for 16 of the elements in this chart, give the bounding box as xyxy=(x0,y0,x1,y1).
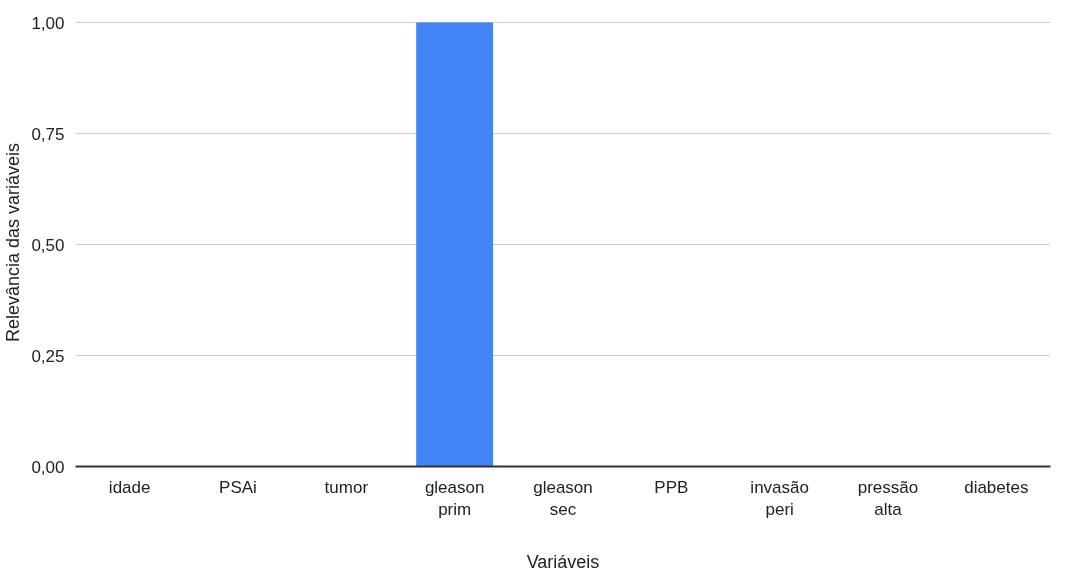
x-tick-label: PSAi xyxy=(219,477,257,497)
x-tick-label: PPB xyxy=(654,477,689,497)
x-tick-label: pressão alta xyxy=(857,477,919,520)
x-axis-title: Variáveis xyxy=(526,552,600,573)
y-tick-label: 0,00 xyxy=(31,457,65,477)
x-tick-label: invasão peri xyxy=(750,477,809,520)
y-tick-label: 0,25 xyxy=(31,346,65,366)
x-tick-label: gleason sec xyxy=(533,477,593,520)
x-tick-label: idade xyxy=(108,477,151,497)
x-tick-label: tumor xyxy=(324,477,369,497)
y-axis-title: Relevância das variáveis xyxy=(3,142,24,343)
y-tick-label: 1,00 xyxy=(31,13,65,33)
x-tick-label: diabetes xyxy=(964,477,1029,497)
y-tick-label: 0,50 xyxy=(31,235,65,255)
y-tick-label: 0,75 xyxy=(31,124,65,144)
x-tick-label: gleason prim xyxy=(424,477,485,520)
